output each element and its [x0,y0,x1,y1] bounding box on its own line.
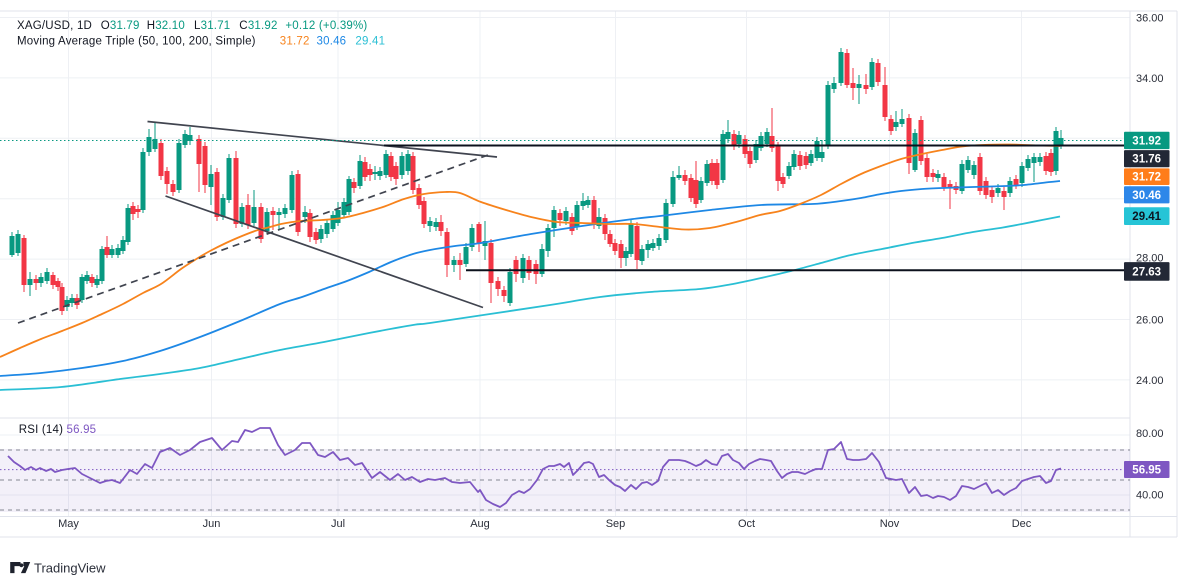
svg-text:56.95: 56.95 [1132,465,1161,477]
svg-text:30.46: 30.46 [1132,190,1161,202]
svg-text:31.72: 31.72 [1132,172,1161,184]
svg-text:29.41: 29.41 [1132,211,1161,223]
svg-text:30.46: 30.46 [317,36,347,48]
svg-text:36.00: 36.00 [1136,13,1164,25]
svg-text:TradingView: TradingView [34,561,106,576]
svg-text:XAG/USD, 1D: XAG/USD, 1D [17,20,92,32]
svg-text:Moving Average Triple (50, 100: Moving Average Triple (50, 100, 200, Sim… [17,36,256,48]
svg-text:C31.92: C31.92 [239,20,277,32]
svg-text:34.00: 34.00 [1136,73,1164,85]
svg-text:28.00: 28.00 [1136,253,1164,265]
svg-text:31.76: 31.76 [1132,154,1161,166]
svg-text:Dec: Dec [1012,518,1032,530]
svg-text:Oct: Oct [738,518,755,530]
svg-text:80.00: 80.00 [1136,428,1164,440]
svg-text:May: May [58,518,79,530]
svg-text:+0.12 (+0.39%): +0.12 (+0.39%) [285,20,367,32]
svg-text:31.92: 31.92 [1132,135,1161,147]
svg-text:Sep: Sep [606,518,626,530]
svg-text:31.72: 31.72 [280,36,310,48]
svg-text:40.00: 40.00 [1136,490,1164,502]
svg-text:RSI (14) 56.95: RSI (14) 56.95 [19,424,97,436]
svg-text:Jun: Jun [203,518,221,530]
svg-text:H32.10: H32.10 [147,20,185,32]
svg-text:26.00: 26.00 [1136,315,1164,327]
svg-text:Nov: Nov [880,518,900,530]
svg-text:24.00: 24.00 [1136,375,1164,387]
svg-text:Aug: Aug [470,518,490,530]
svg-text:Jul: Jul [331,518,345,530]
svg-text:29.41: 29.41 [355,36,385,48]
svg-text:27.63: 27.63 [1132,266,1161,278]
svg-text:L31.71: L31.71 [194,20,230,32]
svg-text:O31.79: O31.79 [101,20,140,32]
